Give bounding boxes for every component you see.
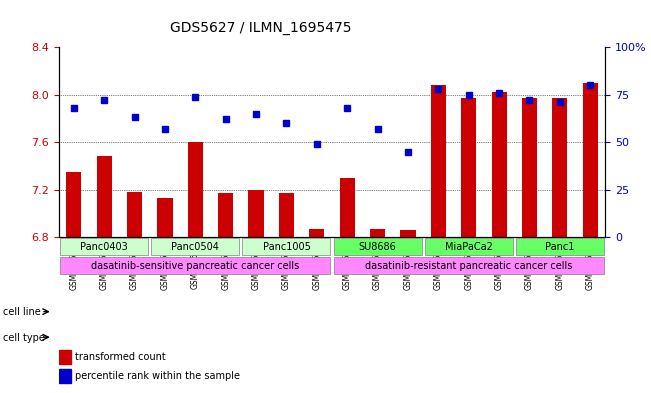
Text: MiaPaCa2: MiaPaCa2 (445, 242, 493, 252)
FancyBboxPatch shape (424, 238, 513, 255)
Bar (249, 189, 264, 237)
Bar (59, 350, 71, 364)
Text: Panc0403: Panc0403 (80, 242, 128, 252)
Text: Panc1: Panc1 (545, 242, 575, 252)
Bar (279, 193, 294, 237)
Text: dasatinib-sensitive pancreatic cancer cells: dasatinib-sensitive pancreatic cancer ce… (91, 261, 299, 271)
Bar (158, 198, 173, 237)
Bar (431, 85, 446, 237)
Bar (218, 193, 233, 237)
Bar (522, 98, 537, 237)
Text: cell line: cell line (3, 307, 41, 318)
Bar (66, 172, 81, 237)
Bar (309, 229, 324, 237)
Text: Panc1005: Panc1005 (262, 242, 311, 252)
Text: transformed count: transformed count (75, 352, 166, 362)
Bar (461, 98, 477, 237)
Bar (96, 156, 112, 237)
Bar (187, 142, 203, 237)
Bar (583, 83, 598, 237)
Text: SU8686: SU8686 (359, 242, 396, 252)
FancyBboxPatch shape (333, 238, 422, 255)
FancyBboxPatch shape (516, 238, 604, 255)
FancyBboxPatch shape (242, 238, 331, 255)
Text: dasatinib-resistant pancreatic cancer cells: dasatinib-resistant pancreatic cancer ce… (365, 261, 572, 271)
FancyBboxPatch shape (151, 238, 240, 255)
Bar (400, 230, 415, 237)
Text: cell type: cell type (3, 333, 45, 343)
FancyBboxPatch shape (333, 257, 604, 274)
Bar (340, 178, 355, 237)
Bar (127, 192, 142, 237)
Text: GDS5627 / ILMN_1695475: GDS5627 / ILMN_1695475 (170, 21, 351, 35)
Text: percentile rank within the sample: percentile rank within the sample (75, 371, 240, 382)
Text: Panc0504: Panc0504 (171, 242, 219, 252)
Bar (370, 229, 385, 237)
FancyBboxPatch shape (60, 238, 148, 255)
FancyBboxPatch shape (60, 257, 331, 274)
Bar (59, 369, 71, 383)
Bar (492, 92, 506, 237)
Bar (552, 98, 568, 237)
